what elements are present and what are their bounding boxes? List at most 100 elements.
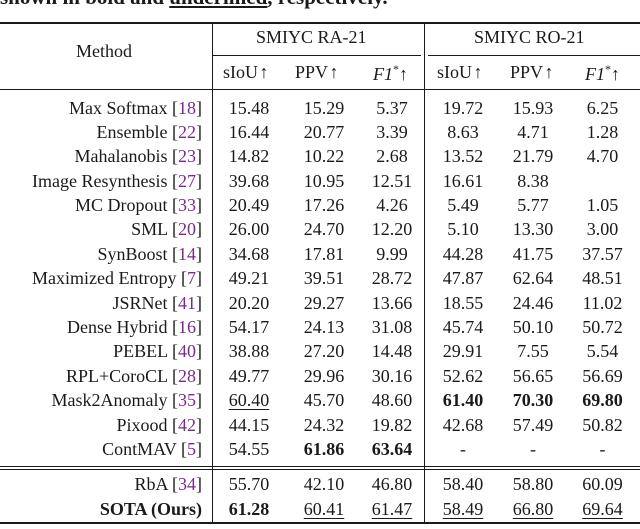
- col-header-ppv-ra: PPV ↑: [295, 62, 339, 82]
- metric-cell: 18.55: [442, 293, 484, 313]
- citation-link: 33: [178, 195, 196, 215]
- metric-cell: 4.71: [517, 122, 549, 142]
- metric-cell: 8.63: [447, 122, 479, 142]
- metric-cell: 30.16: [371, 366, 413, 386]
- metric-cell: 3.39: [376, 122, 408, 142]
- metric-cell: 57.49: [512, 415, 554, 435]
- metric-cell: 56.69: [582, 366, 623, 386]
- col-header-ppv-ro: PPV ↑: [510, 62, 554, 82]
- metric-cell: 5.77: [517, 195, 549, 215]
- citation-link: 7: [187, 268, 196, 288]
- metric-cell: 12.51: [371, 171, 413, 191]
- citation-link: 41: [178, 293, 196, 313]
- col-header-siou-ro: sIoU ↑: [437, 62, 483, 82]
- metric-cell: 2.68: [376, 146, 408, 166]
- col-header-f1-ro: F1*↑: [585, 62, 620, 84]
- citation-link: 40: [178, 341, 196, 361]
- method-name: RbA [34]: [134, 474, 202, 494]
- metric-cell: 55.70: [228, 474, 270, 494]
- metric-cell: 16.44: [228, 122, 270, 142]
- table-caption: shown in bold and underlined, respective…: [0, 0, 388, 8]
- section-rule-upper: [0, 466, 640, 467]
- metric-cell: 19.72: [442, 98, 484, 118]
- metric-cell: 5.54: [586, 341, 619, 361]
- metric-cell: 42.68: [442, 415, 484, 435]
- metric-cell: 66.80: [512, 499, 554, 519]
- table-row: ContMAV [5] 54.55 61.86 63.64 - - -: [0, 437, 640, 461]
- metric-cell: 61.28: [228, 499, 270, 519]
- method-name: SOTA (Ours): [99, 499, 202, 519]
- metric-cell: 8.38: [517, 171, 549, 191]
- header-method: Method: [76, 41, 132, 61]
- group-rule-ro21: [428, 55, 640, 56]
- method-name: RPL+CoroCL [28]: [66, 366, 202, 386]
- caption-suffix: , respectively.: [267, 0, 387, 9]
- citation-link: 35: [178, 390, 196, 410]
- metric-cell: 41.75: [512, 244, 554, 264]
- method-name: JSRNet [41]: [112, 293, 202, 313]
- metric-cell: 1.28: [586, 122, 619, 142]
- method-name: MC Dropout [33]: [74, 195, 202, 215]
- metric-cell: 44.15: [228, 415, 270, 435]
- metric-cell: 11.02: [582, 293, 623, 313]
- method-name: Pixood [42]: [116, 415, 202, 435]
- metric-cell: 17.81: [303, 244, 345, 264]
- metric-cell: -: [530, 439, 536, 459]
- table-row: MC Dropout [33] 20.49 17.26 4.26 5.49 5.77 1.0…: [0, 193, 640, 217]
- method-name: Mahalanobis [23]: [74, 146, 202, 166]
- table-row: Image Resynthesis [27] 39.68 10.95 12.51 16.…: [0, 169, 640, 193]
- metric-cell: 42.10: [303, 474, 345, 494]
- metric-cell: 63.64: [371, 439, 413, 459]
- metric-cell: 13.52: [442, 146, 484, 166]
- metric-cell: 38.88: [228, 341, 270, 361]
- top-rule: [0, 22, 640, 24]
- metric-cell: 47.87: [442, 268, 484, 288]
- citation-link: 20: [178, 219, 196, 239]
- table-row: RPL+CoroCL [28] 49.77 29.96 30.16 52.62 56.65…: [0, 364, 640, 388]
- metric-cell: 14.48: [371, 341, 413, 361]
- table-row: Maximized Entropy [7] 49.21 39.51 28.72 47.8…: [0, 266, 640, 290]
- group-rule-ra21: [213, 55, 421, 56]
- metric-cell: 13.66: [371, 293, 413, 313]
- table-row: Max Softmax [18] 15.48 15.29 5.37 19.72 15.93…: [0, 96, 640, 120]
- metric-cell: 58.40: [442, 474, 484, 494]
- citation-link: 34: [178, 474, 196, 494]
- metric-cell: 29.91: [442, 341, 484, 361]
- metric-cell: 15.48: [228, 98, 270, 118]
- metric-cell: 54.55: [228, 439, 270, 459]
- metric-cell: 62.64: [512, 268, 554, 288]
- citation-link: 23: [178, 146, 196, 166]
- metric-cell: 9.99: [376, 244, 408, 264]
- method-name: ContMAV [5]: [102, 439, 202, 459]
- col-header-f1-ra: F1*↑: [373, 62, 408, 84]
- metric-cell: 15.93: [512, 98, 554, 118]
- table-row: SOTA (Ours) 61.28 60.41 61.47 58.49 66.80 69.6…: [0, 497, 640, 521]
- metric-cell: 26.00: [228, 219, 270, 239]
- table-row: Mask2Anomaly [35] 60.40 45.70 48.60 61.40 70.…: [0, 388, 640, 412]
- citation-link: 14: [178, 244, 196, 264]
- table-row: Ensemble [22] 16.44 20.77 3.39 8.63 4.71 1.28: [0, 120, 640, 144]
- metric-cell: -: [460, 439, 466, 459]
- metric-cell: 4.70: [586, 146, 619, 166]
- metric-cell: 4.26: [376, 195, 408, 215]
- metric-cell: 24.13: [303, 317, 345, 337]
- table-row: SynBoost [14] 34.68 17.81 9.99 44.28 41.75 37.…: [0, 242, 640, 266]
- metric-cell: 15.29: [303, 98, 345, 118]
- citation-link: 22: [178, 122, 196, 142]
- metric-cell: 45.70: [303, 390, 345, 410]
- section-rule-lower: [0, 469, 640, 470]
- citation-link: 16: [178, 317, 196, 337]
- metric-cell: 69.64: [582, 499, 623, 519]
- method-name: Maximized Entropy [7]: [32, 268, 202, 288]
- metric-cell: 24.46: [512, 293, 554, 313]
- metric-cell: 54.17: [228, 317, 270, 337]
- metric-cell: 49.77: [228, 366, 270, 386]
- metric-cell: 6.25: [586, 98, 619, 118]
- method-name: SML [20]: [131, 219, 202, 239]
- metric-cell: 21.79: [512, 146, 554, 166]
- metric-cell: 3.00: [586, 219, 619, 239]
- metric-cell: 48.60: [371, 390, 413, 410]
- metric-cell: 69.80: [582, 390, 623, 410]
- metric-cell: 46.80: [371, 474, 413, 494]
- method-name: Max Softmax [18]: [69, 98, 202, 118]
